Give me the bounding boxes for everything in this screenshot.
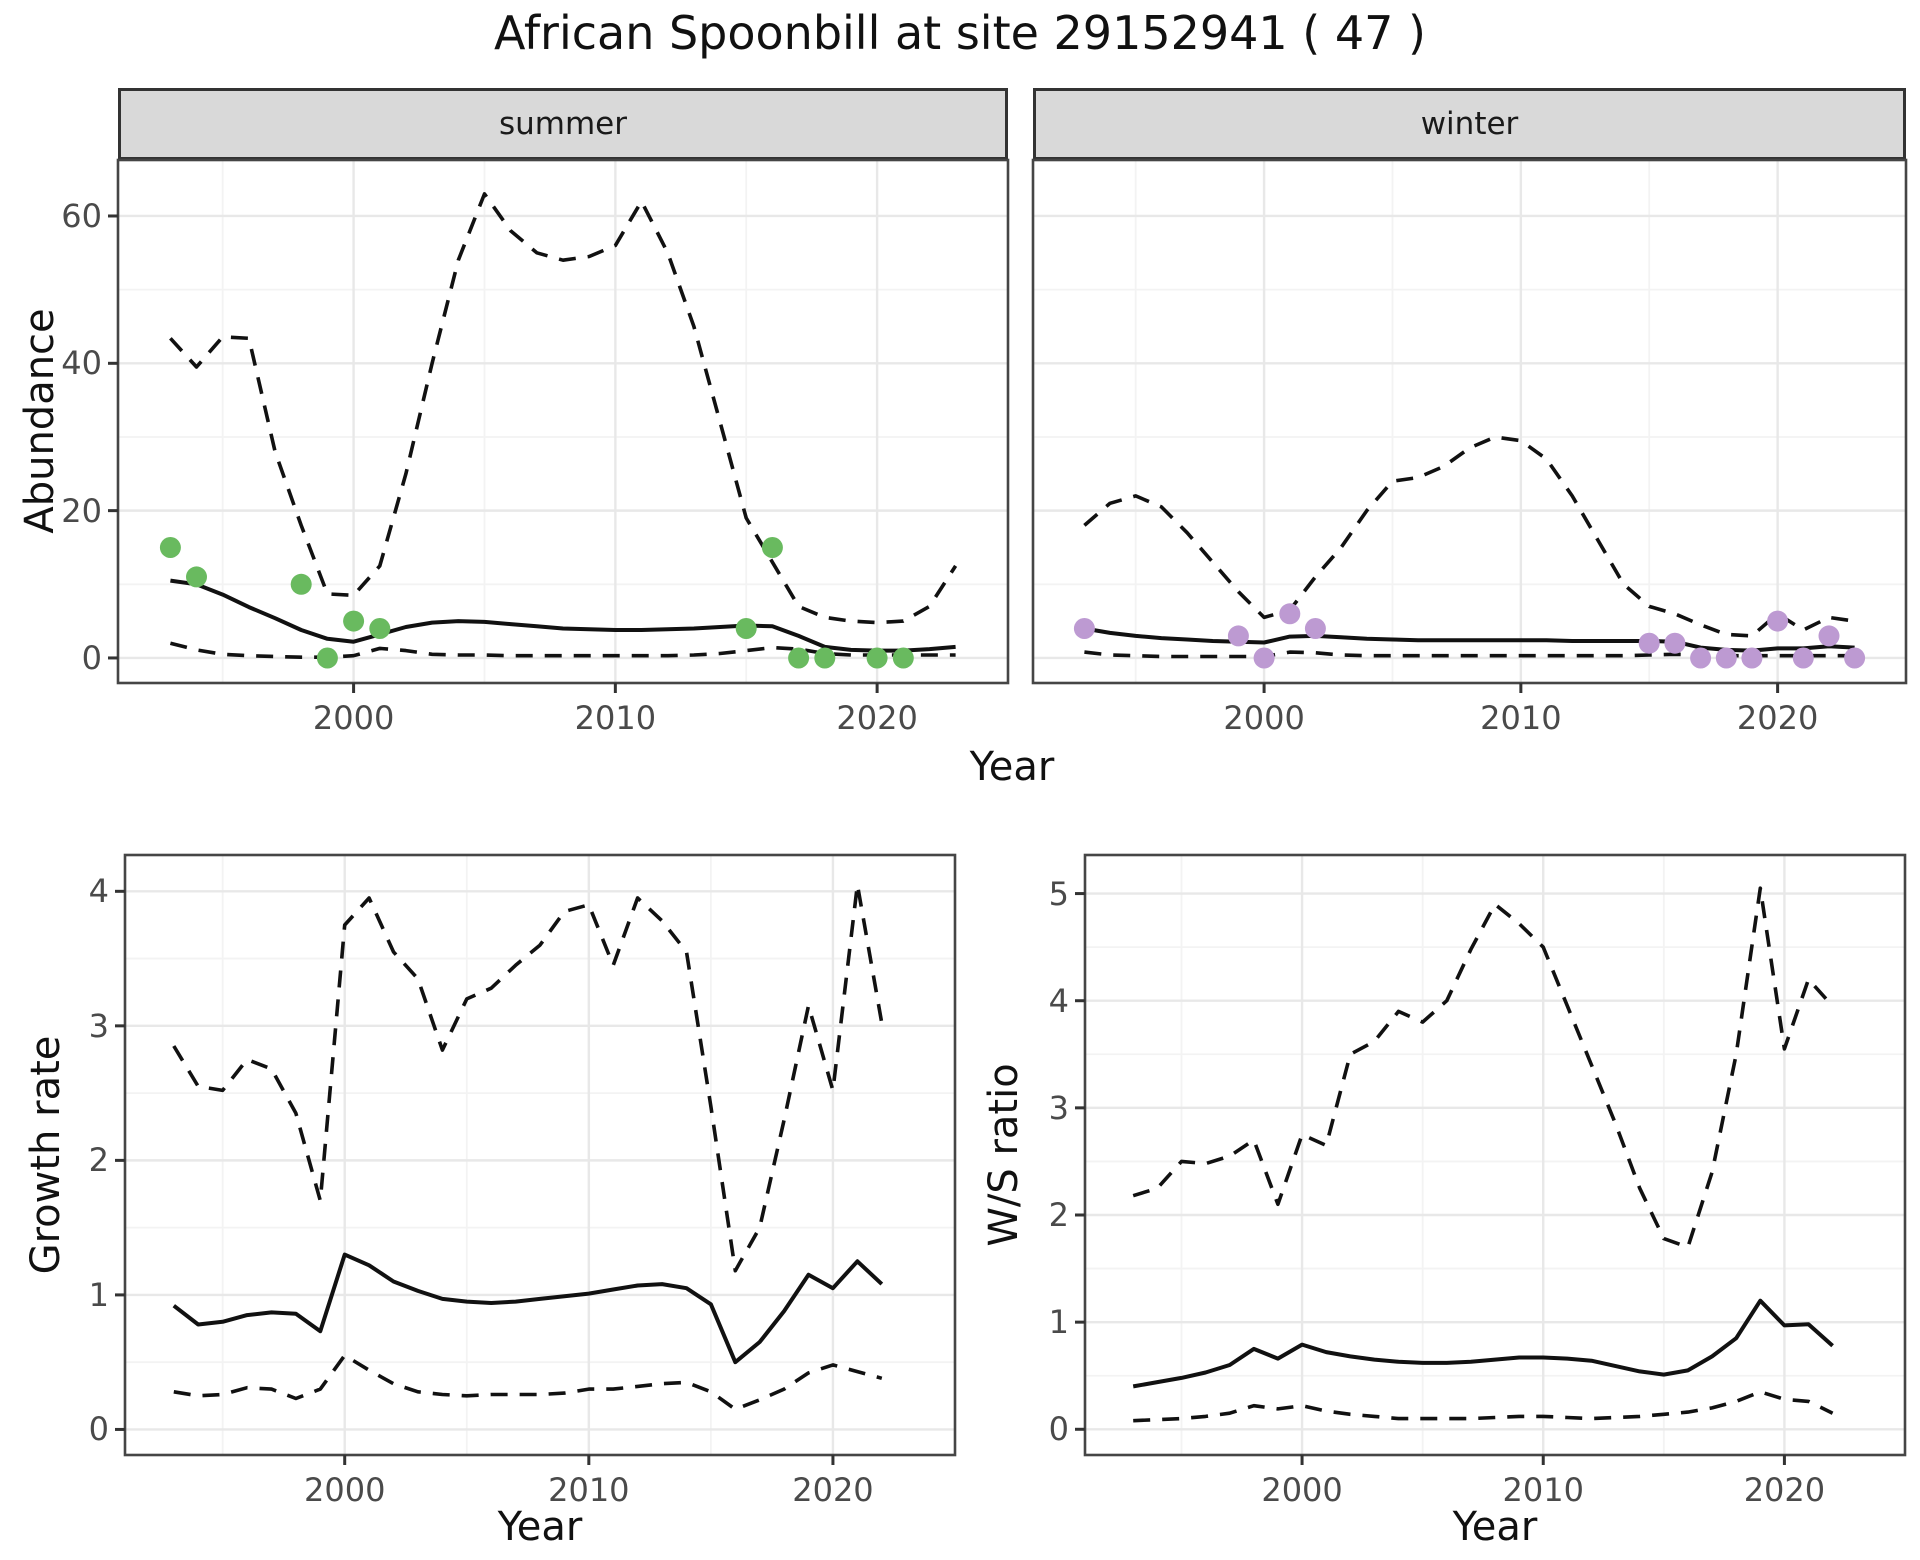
y-tick-label: 4 [88,872,109,911]
y-tick-label: 3 [88,1006,109,1045]
x-tick-label: 2010 [1480,699,1562,737]
y-tick-label: 1 [1048,1303,1069,1342]
x-tick-label: 2020 [836,699,918,737]
y-tick-label: 2 [1048,1196,1069,1234]
x-tick-label: 2010 [548,1471,630,1509]
facet-strip-summer: summer [118,88,1008,160]
top-year-axis-title: Year [969,744,1055,790]
growth-year-axis-title: Year [497,1504,583,1550]
ws-year-axis-title: Year [1452,1504,1538,1550]
y-tick-label: 1 [88,1275,109,1314]
y-tick-label: 40 [61,344,102,383]
y-tick-label: 5 [1048,874,1069,913]
facet-strip-winter-label: winter [1420,106,1519,142]
y-tick-label: 4 [1048,981,1069,1020]
y-tick-label: 0 [1048,1410,1069,1449]
x-tick-label: 2010 [574,699,657,737]
x-tick-label: 2000 [312,699,395,737]
facet-strip-winter: winter [1033,88,1906,160]
x-tick-label: 2020 [1743,1471,1826,1509]
x-tick-label: 2010 [1502,1471,1584,1509]
x-tick-label: 2020 [1736,699,1819,737]
y-tick-label: 3 [1048,1088,1069,1127]
x-tick-label: 2000 [1261,1471,1343,1509]
y-tick-label: 2 [88,1141,109,1180]
x-tick-label: 2000 [1223,699,1305,737]
y-tick-label: 0 [88,1410,109,1449]
facet-strip-summer-label: summer [498,106,627,142]
y-tick-label: 0 [81,638,102,677]
figure-title: African Spoonbill at site 29152941 ( 47 … [494,6,1426,60]
x-tick-label: 2020 [792,1471,874,1509]
x-tick-label: 2000 [303,1471,386,1509]
y-tick-label: 20 [61,491,102,530]
y-tick-label: 60 [61,196,102,235]
